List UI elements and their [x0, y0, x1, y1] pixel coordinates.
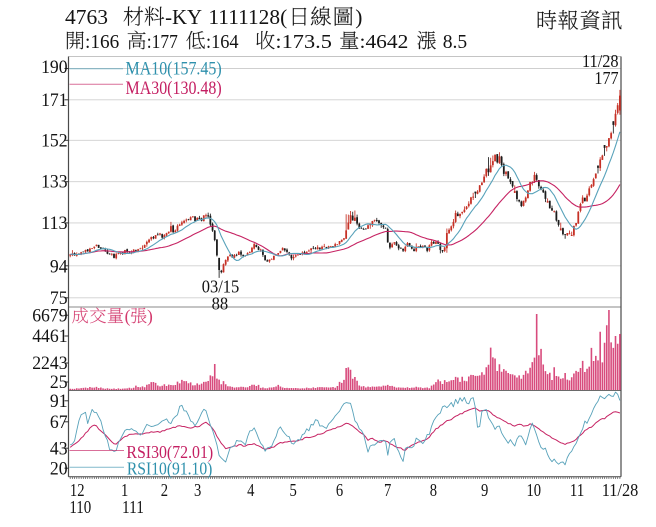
svg-text::173.5: :173.5 — [275, 31, 332, 53]
svg-text:8.5: 8.5 — [443, 31, 468, 53]
svg-text:03/15: 03/15 — [202, 276, 240, 296]
svg-text:111: 111 — [122, 497, 144, 517]
svg-text:88: 88 — [212, 294, 229, 314]
svg-text:190: 190 — [41, 57, 68, 78]
svg-text:1111128(: 1111128( — [208, 5, 287, 29]
svg-text:20: 20 — [50, 458, 68, 479]
svg-text:6: 6 — [336, 480, 343, 500]
svg-text:1: 1 — [121, 480, 128, 500]
svg-text:2: 2 — [161, 480, 168, 500]
svg-text:177: 177 — [594, 68, 618, 88]
svg-text:3: 3 — [194, 480, 201, 500]
svg-text:2243: 2243 — [32, 353, 67, 374]
svg-text:RSI10(91.10): RSI10(91.10) — [127, 458, 213, 479]
svg-text:152: 152 — [41, 130, 68, 151]
svg-text:9: 9 — [481, 480, 488, 500]
svg-text:133: 133 — [41, 172, 68, 193]
svg-text:11/28: 11/28 — [582, 51, 619, 71]
svg-text:12: 12 — [70, 480, 85, 500]
svg-text:25: 25 — [50, 372, 68, 393]
svg-text:171: 171 — [41, 90, 68, 111]
svg-text::166: :166 — [85, 31, 119, 53]
svg-text:MA30(130.48): MA30(130.48) — [126, 78, 222, 99]
svg-text:75: 75 — [50, 288, 68, 309]
svg-text:RSI30(72.01): RSI30(72.01) — [126, 442, 213, 463]
svg-text:11: 11 — [570, 480, 585, 500]
svg-text:43: 43 — [50, 438, 68, 459]
svg-text:113: 113 — [41, 213, 68, 234]
svg-text:11/28: 11/28 — [602, 480, 639, 500]
svg-text:67: 67 — [50, 412, 68, 433]
svg-text:6679: 6679 — [32, 305, 67, 326]
svg-text:5: 5 — [290, 480, 297, 500]
svg-text:4763: 4763 — [65, 5, 108, 29]
svg-text:10: 10 — [527, 480, 542, 500]
svg-text::4642: :4642 — [360, 31, 409, 53]
svg-text:91: 91 — [50, 391, 68, 412]
svg-text::164: :164 — [206, 31, 239, 53]
svg-text:4461: 4461 — [32, 326, 67, 347]
svg-text:): ) — [355, 5, 362, 29]
svg-text:-KY: -KY — [165, 5, 202, 29]
svg-text:): ) — [147, 306, 153, 326]
svg-text:8: 8 — [430, 480, 437, 500]
svg-text::177: :177 — [147, 31, 178, 53]
svg-text:MA10(157.45): MA10(157.45) — [126, 59, 222, 80]
svg-text:4: 4 — [247, 480, 254, 500]
svg-text:7: 7 — [384, 480, 391, 500]
svg-text:110: 110 — [69, 497, 91, 517]
svg-text:94: 94 — [50, 257, 68, 278]
svg-text:(: ( — [125, 306, 131, 326]
